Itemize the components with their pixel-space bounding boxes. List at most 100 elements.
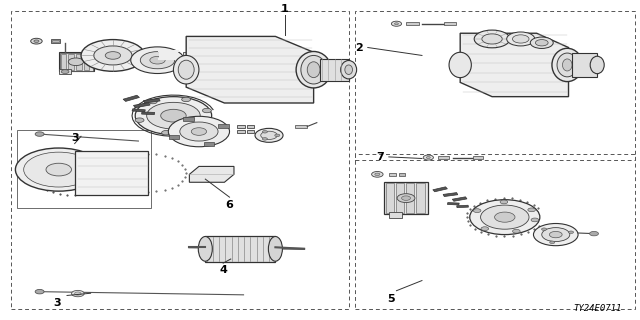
Ellipse shape <box>296 52 331 88</box>
Bar <box>204 142 214 146</box>
Circle shape <box>513 229 520 233</box>
Bar <box>246 130 254 133</box>
Bar <box>51 39 60 43</box>
Text: 3: 3 <box>71 132 79 143</box>
Bar <box>355 154 636 309</box>
Polygon shape <box>457 205 468 208</box>
Circle shape <box>131 47 184 74</box>
Ellipse shape <box>563 59 572 71</box>
Circle shape <box>140 52 175 69</box>
Polygon shape <box>132 109 145 112</box>
Bar <box>169 135 179 139</box>
Bar <box>473 156 483 159</box>
Circle shape <box>135 97 212 135</box>
Circle shape <box>426 156 430 158</box>
Ellipse shape <box>307 62 320 78</box>
Circle shape <box>401 196 410 200</box>
Bar <box>444 22 456 25</box>
Circle shape <box>34 40 39 43</box>
Bar <box>60 53 93 71</box>
Circle shape <box>549 231 562 238</box>
Polygon shape <box>433 187 447 192</box>
Bar <box>75 150 148 195</box>
Circle shape <box>397 194 415 203</box>
Polygon shape <box>134 103 150 108</box>
Circle shape <box>72 290 84 297</box>
Bar <box>416 183 424 213</box>
Bar <box>438 156 449 159</box>
Circle shape <box>275 134 280 137</box>
Circle shape <box>394 23 398 25</box>
Circle shape <box>481 227 488 231</box>
Circle shape <box>135 118 144 122</box>
Bar <box>399 173 405 176</box>
Bar <box>396 183 404 213</box>
Circle shape <box>194 126 203 130</box>
Polygon shape <box>447 203 460 205</box>
Bar <box>246 125 254 128</box>
Bar <box>183 52 191 59</box>
Circle shape <box>541 228 547 230</box>
Circle shape <box>375 173 380 176</box>
Bar <box>406 183 414 213</box>
Circle shape <box>168 116 230 147</box>
Circle shape <box>482 34 502 44</box>
Circle shape <box>105 52 120 59</box>
Ellipse shape <box>557 53 577 77</box>
Polygon shape <box>452 197 467 201</box>
Circle shape <box>507 32 535 46</box>
Bar <box>389 173 396 176</box>
Circle shape <box>481 205 529 229</box>
Circle shape <box>150 56 165 64</box>
Ellipse shape <box>590 56 604 74</box>
Text: TY24E0711: TY24E0711 <box>573 304 621 313</box>
Circle shape <box>94 46 132 65</box>
Bar <box>237 130 245 133</box>
Bar <box>320 59 349 81</box>
Circle shape <box>513 35 529 43</box>
Bar <box>386 183 394 213</box>
Bar <box>68 54 74 70</box>
Bar <box>11 11 349 309</box>
Polygon shape <box>443 193 458 196</box>
Polygon shape <box>186 36 314 103</box>
Bar <box>355 11 636 160</box>
Circle shape <box>528 208 536 212</box>
Circle shape <box>148 100 157 104</box>
Ellipse shape <box>198 236 212 261</box>
Circle shape <box>75 292 81 295</box>
Bar <box>184 117 194 121</box>
Ellipse shape <box>449 52 471 78</box>
Circle shape <box>81 40 145 71</box>
Circle shape <box>474 209 481 212</box>
Circle shape <box>15 148 102 191</box>
Circle shape <box>46 163 72 176</box>
Text: 1: 1 <box>281 4 289 14</box>
Circle shape <box>191 128 207 135</box>
Circle shape <box>260 131 277 140</box>
Bar <box>59 52 94 71</box>
Circle shape <box>531 37 553 48</box>
Circle shape <box>541 228 570 242</box>
Ellipse shape <box>178 60 194 79</box>
Circle shape <box>31 38 42 44</box>
Circle shape <box>550 241 555 244</box>
Circle shape <box>589 231 598 236</box>
Bar <box>205 236 275 261</box>
Circle shape <box>568 231 573 234</box>
Circle shape <box>35 132 44 136</box>
Circle shape <box>182 97 191 102</box>
Text: 3: 3 <box>54 298 61 308</box>
Circle shape <box>161 131 170 135</box>
Circle shape <box>68 58 84 66</box>
Circle shape <box>392 21 401 26</box>
Text: 4: 4 <box>220 265 227 275</box>
Circle shape <box>474 30 510 48</box>
Polygon shape <box>189 166 234 182</box>
Circle shape <box>180 122 218 141</box>
Ellipse shape <box>268 236 282 261</box>
Ellipse shape <box>552 48 582 82</box>
Bar <box>52 40 59 42</box>
Circle shape <box>262 138 268 140</box>
Circle shape <box>423 155 433 160</box>
